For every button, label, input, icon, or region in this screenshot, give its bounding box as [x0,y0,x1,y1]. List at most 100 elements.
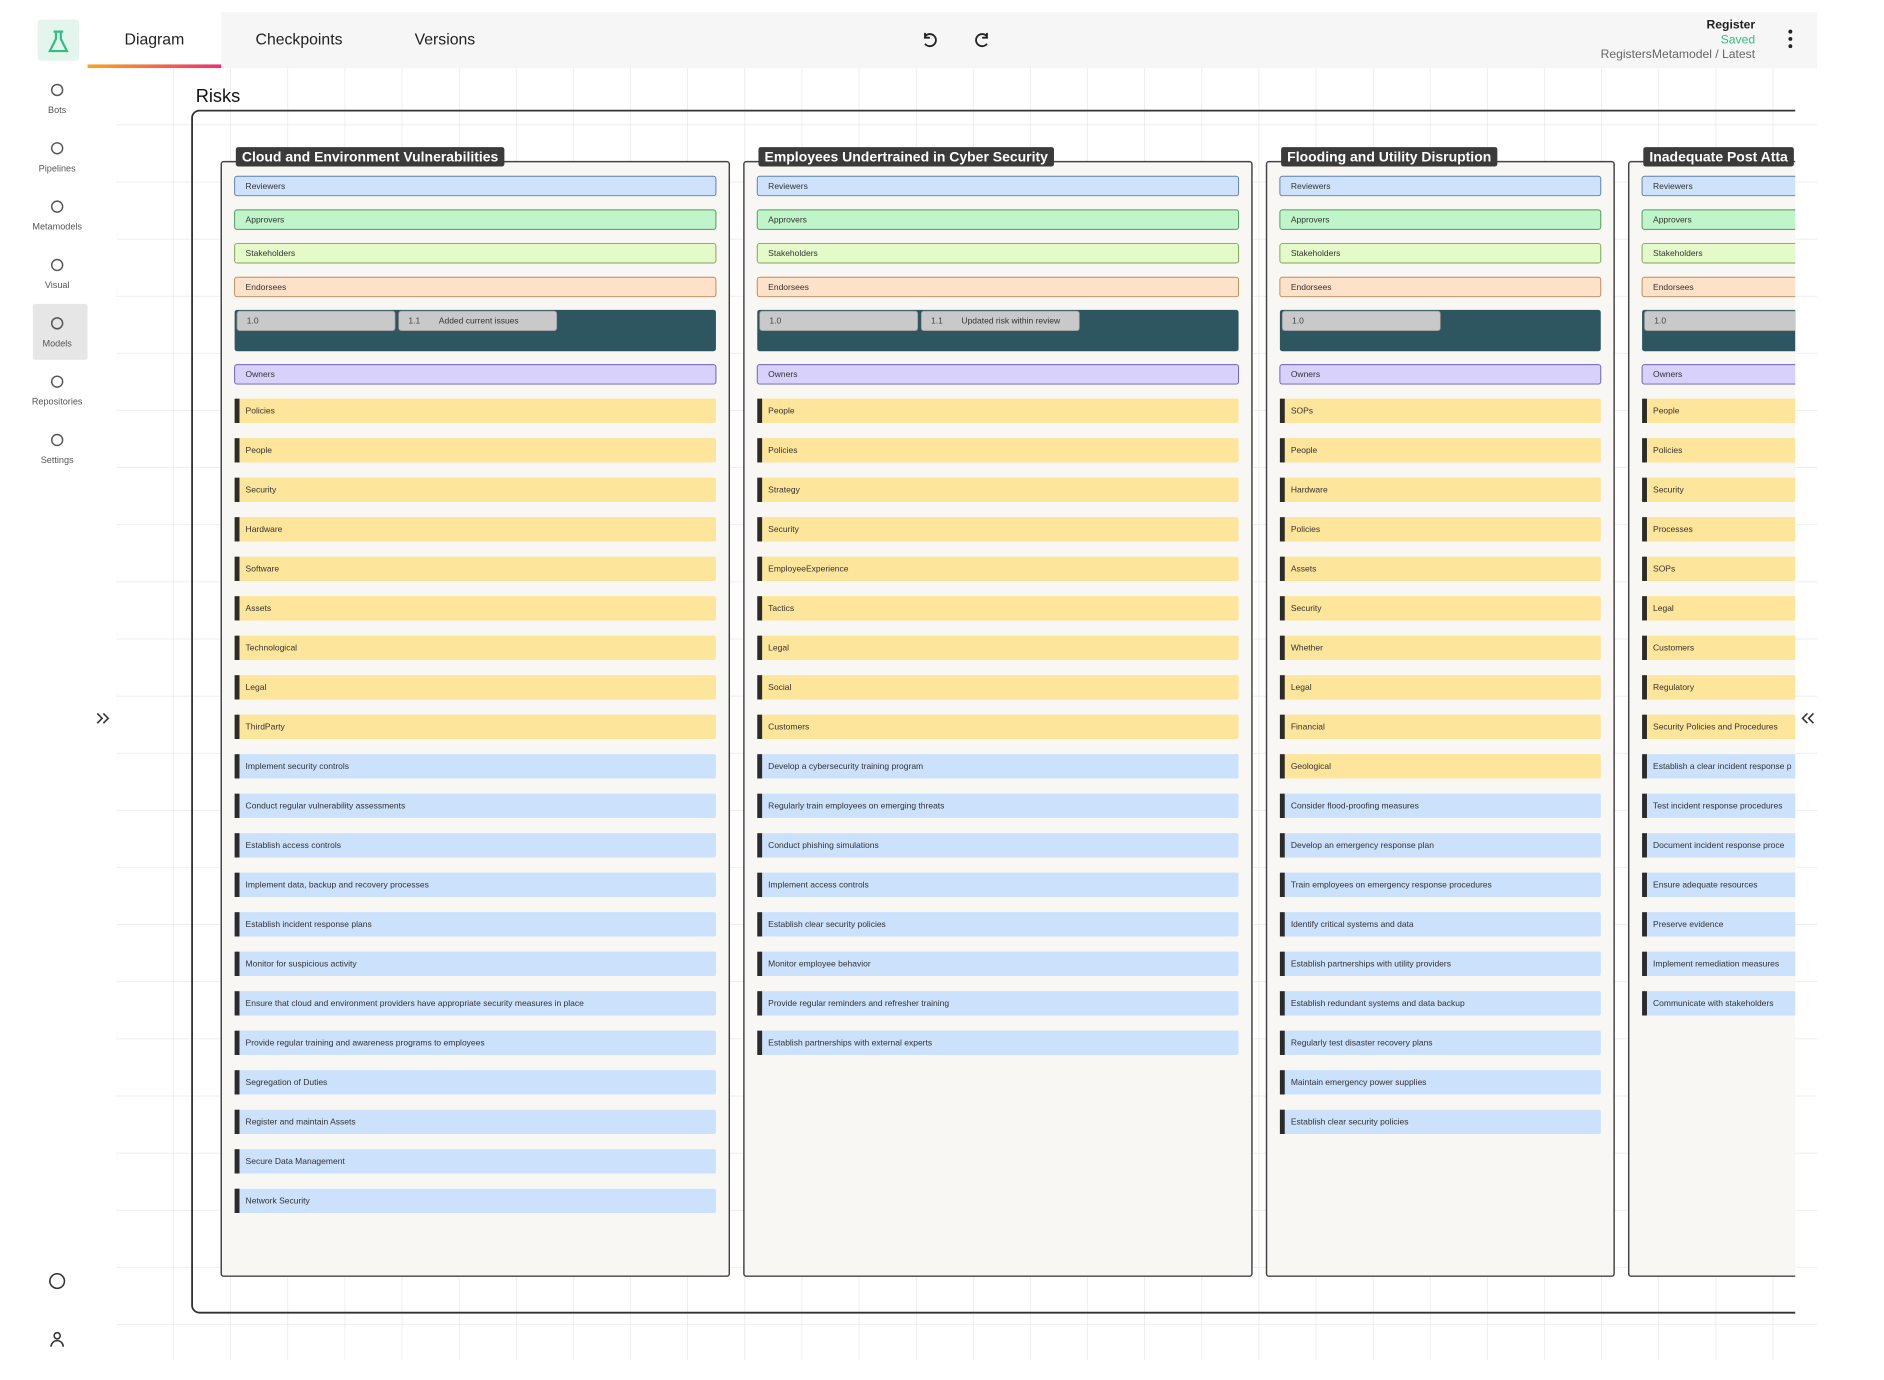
category-item[interactable] [757,675,1239,700]
control-item[interactable] [234,754,716,779]
control-item[interactable] [234,793,716,818]
risk-title[interactable]: Inadequate Post Atta [1649,149,1788,165]
control-item[interactable] [1642,833,1884,858]
control-item[interactable] [1279,872,1601,897]
category-item[interactable] [1642,477,1884,502]
expand-left[interactable] [96,712,110,724]
role-lane[interactable] [234,175,717,197]
role-lane[interactable] [1279,243,1602,264]
category-item[interactable] [234,675,716,700]
control-item[interactable] [1279,793,1601,818]
role-lane[interactable] [756,276,1240,298]
version-chip[interactable] [1281,310,1441,331]
category-item[interactable] [757,556,1239,581]
category-item[interactable] [234,398,716,423]
role-lane[interactable] [1279,175,1602,197]
owners-lane[interactable] [1279,364,1602,385]
role-lane[interactable] [1641,276,1884,298]
role-lane[interactable] [1279,209,1602,230]
control-item[interactable] [234,912,716,937]
user-icon[interactable] [53,1331,61,1340]
role-lane[interactable] [756,243,1240,264]
category-item[interactable] [234,438,716,463]
category-item[interactable] [234,517,716,542]
control-item[interactable] [757,833,1239,858]
version-chip[interactable] [398,310,558,331]
redo-icon[interactable] [975,32,988,48]
version-chip[interactable] [236,310,396,331]
role-lane[interactable] [1641,243,1884,264]
category-item[interactable] [1279,754,1601,779]
control-item[interactable] [757,793,1239,818]
role-lane[interactable] [234,209,717,230]
control-item[interactable] [234,1188,716,1213]
category-item[interactable] [1642,635,1884,660]
category-item[interactable] [1642,438,1884,463]
control-item[interactable] [1279,912,1601,937]
sidebar-icon[interactable] [50,258,64,272]
sidebar-icon[interactable] [50,375,64,388]
control-item[interactable] [1642,951,1884,976]
category-item[interactable] [1279,675,1601,700]
sidebar-label[interactable]: Metamodels [32,222,82,232]
control-item[interactable] [1279,1109,1601,1134]
version-chip[interactable] [759,310,919,331]
category-item[interactable] [757,714,1239,739]
sidebar-label[interactable]: Models [42,338,72,348]
role-lane[interactable] [1641,209,1884,230]
control-item[interactable] [1642,793,1884,818]
sidebar-icon[interactable] [50,200,64,213]
risk-title[interactable]: Employees Undertrained in Cyber Security [765,149,1049,165]
risk-title[interactable]: Flooding and Utility Disruption [1287,149,1491,165]
category-item[interactable] [1279,714,1601,739]
category-item[interactable] [1279,556,1601,581]
role-lane[interactable] [756,209,1240,230]
category-item[interactable] [234,714,716,739]
category-item[interactable] [234,477,716,502]
control-item[interactable] [234,1109,716,1134]
control-item[interactable] [1642,991,1884,1016]
sidebar-icon[interactable] [50,317,64,330]
category-item[interactable] [1279,438,1601,463]
role-lane[interactable] [756,175,1240,197]
version-chip[interactable] [1644,310,1803,331]
control-item[interactable] [234,991,716,1016]
control-item[interactable] [234,951,716,976]
control-item[interactable] [757,912,1239,937]
nav-tab[interactable]: Versions [415,31,476,48]
control-item[interactable] [1642,872,1884,897]
sidebar-label[interactable]: Visual [45,280,70,290]
category-item[interactable] [757,635,1239,660]
control-item[interactable] [1279,951,1601,976]
control-item[interactable] [757,951,1239,976]
sidebar-icon[interactable] [50,142,64,155]
control-item[interactable] [1642,754,1884,779]
help-icon[interactable] [49,1272,66,1290]
role-lane[interactable] [234,243,717,264]
control-item[interactable] [757,991,1239,1016]
category-item[interactable] [757,398,1239,423]
category-item[interactable] [757,596,1239,621]
kebab-menu[interactable] [1788,29,1793,49]
logo-bg[interactable] [37,19,80,61]
category-item[interactable] [1642,714,1884,739]
category-item[interactable] [1642,675,1884,700]
sidebar-icon[interactable] [50,433,64,447]
control-item[interactable] [1642,912,1884,937]
risk-title[interactable]: Cloud and Environment Vulnerabilities [242,149,499,165]
control-item[interactable] [1279,1030,1601,1055]
control-item[interactable] [234,1149,716,1174]
category-item[interactable] [1642,556,1884,581]
category-item[interactable] [757,477,1239,502]
control-item[interactable] [1279,833,1601,858]
sidebar-label[interactable]: Repositories [32,397,83,407]
control-item[interactable] [757,1030,1239,1055]
role-lane[interactable] [1641,175,1884,197]
category-item[interactable] [1279,517,1601,542]
sidebar-icon[interactable] [50,83,64,97]
control-item[interactable] [234,1030,716,1055]
role-lane[interactable] [234,276,717,298]
role-lane[interactable] [1279,276,1602,298]
control-item[interactable] [757,754,1239,779]
category-item[interactable] [234,635,716,660]
